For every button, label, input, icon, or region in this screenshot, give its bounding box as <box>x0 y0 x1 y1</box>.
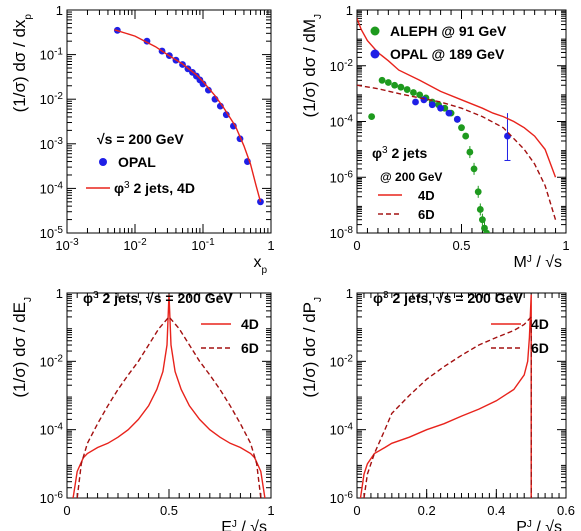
legend-label: OPAL @ 189 GeV <box>390 46 505 62</box>
data-point <box>397 83 405 91</box>
y-tick-label: 10-5 <box>40 225 64 242</box>
y-tick-label: 10-4 <box>40 180 64 197</box>
x-tick-label: 0 <box>353 238 360 253</box>
legend-marker <box>370 49 380 59</box>
x-tick-label: 0.5 <box>452 238 470 253</box>
data-point <box>453 115 461 123</box>
data-point <box>204 86 212 94</box>
series-line-6d <box>363 315 532 498</box>
legend-title: φ3 2 jets, √s = 200 GeV <box>83 290 233 307</box>
legend-label: 6D <box>531 340 549 356</box>
x-tick-label: 0.4 <box>487 503 505 518</box>
y-tick-label: 10-4 <box>330 113 354 130</box>
x-tick-label: 1 <box>562 238 569 253</box>
data-point <box>466 148 474 156</box>
legend-label: OPAL <box>118 154 156 170</box>
x-tick-label: 1 <box>267 238 274 253</box>
data-point <box>420 96 428 104</box>
data-point <box>412 98 419 106</box>
y-tick-label: 10-2 <box>330 57 354 74</box>
series-line-4d <box>72 294 266 498</box>
y-axis-title: (1/σ) dσ / dPJ <box>300 297 324 398</box>
y-tick-label: 10-6 <box>330 169 354 186</box>
legend-label: φ3 2 jets, 4D <box>114 180 195 197</box>
data-point <box>476 206 484 213</box>
y-tick-label: 1 <box>56 286 63 301</box>
plot-frame <box>356 9 567 234</box>
chart-xp: 10-3 10-2 10-1 110-510-410-310-210-11xp(1/σ… <box>10 3 275 276</box>
series-line--2-jets-4d <box>114 29 262 202</box>
data-point <box>470 165 478 173</box>
x-tick-label: 0.2 <box>418 503 436 518</box>
series-line-4d <box>359 294 532 498</box>
x-tick-label: 0 <box>353 503 360 518</box>
plot-frame <box>66 9 272 234</box>
legend-label: 4D <box>531 316 549 332</box>
data-point <box>368 113 376 120</box>
data-point <box>479 216 486 224</box>
x-tick-label: 0.5 <box>160 503 178 518</box>
legend-title: φ3 2 jets, √s = 200 GeV <box>373 290 523 307</box>
y-tick-label: 1 <box>56 3 63 18</box>
y-axis-title: (1/σ) dσ / dxp <box>10 14 34 113</box>
chart-momentum: 0 0.2 0.4 0.6 10-6 10-4 10-2 1 PJ / √s (1/σ) dσ /… <box>300 286 575 531</box>
x-tick-label: 0 <box>63 503 70 518</box>
series-line-6d <box>76 315 262 498</box>
data-point <box>445 109 453 117</box>
x-tick-label: 0.6 <box>557 503 575 518</box>
y-tick-label: 10-4 <box>330 421 354 438</box>
legend-marker <box>370 26 380 36</box>
data-point <box>458 124 465 132</box>
y-tick-label: 10-6 <box>330 490 354 507</box>
y-tick-label: 10-8 <box>330 225 354 242</box>
legend-label: 6D <box>241 340 259 356</box>
data-point <box>391 81 399 89</box>
data-point <box>428 101 436 109</box>
y-tick-label: 10-2 <box>40 353 64 370</box>
x-tick-label: 1 <box>267 503 274 518</box>
data-point <box>474 188 482 196</box>
x-axis-title: xp <box>253 254 267 276</box>
y-tick-label: 10-6 <box>40 490 64 507</box>
y-tick-label: 10-4 <box>40 421 64 438</box>
data-point <box>462 132 470 140</box>
y-tick-label: 1 <box>346 3 353 18</box>
legend-label: ALEPH @ 91 GeV <box>390 23 507 39</box>
data-point <box>437 104 444 112</box>
data-point <box>416 91 424 99</box>
legend-label: 6D <box>418 207 435 222</box>
data-point <box>199 80 207 88</box>
y-axis-title: (1/σ) dσ / dMJ <box>300 14 324 117</box>
y-tick-label: 10-2 <box>40 91 64 108</box>
x-axis-title: PJ / √s <box>516 519 562 531</box>
data-point <box>483 229 490 233</box>
x-axis-title: EJ / √s <box>221 519 267 531</box>
data-point <box>384 79 392 86</box>
data-point <box>403 86 411 93</box>
legend-title: √s = 200 GeV <box>97 131 184 147</box>
legend-subtitle: @ 200 GeV <box>380 170 442 184</box>
y-tick-label: 10-2 <box>330 353 354 370</box>
legend-label: 4D <box>241 316 259 332</box>
legend-marker <box>99 158 107 166</box>
x-tick-label: 10-1 <box>191 237 215 254</box>
y-tick-label: 1 <box>346 286 353 301</box>
legend-title: φ3 2 jets <box>372 145 427 162</box>
legend-label: 4D <box>418 188 435 203</box>
y-tick-label: 10-1 <box>40 46 64 63</box>
data-point <box>378 76 386 84</box>
series-line-4d <box>357 18 557 178</box>
x-tick-label: 10-3 <box>55 237 79 254</box>
data-point <box>410 89 417 96</box>
x-tick-label: 10-2 <box>123 237 147 254</box>
y-tick-label: 10-3 <box>40 135 64 152</box>
data-point <box>222 111 230 119</box>
data-point <box>257 198 264 206</box>
y-axis-title: (1/σ) dσ / dEJ <box>10 297 34 398</box>
x-axis-title: MJ / √s <box>514 254 562 272</box>
